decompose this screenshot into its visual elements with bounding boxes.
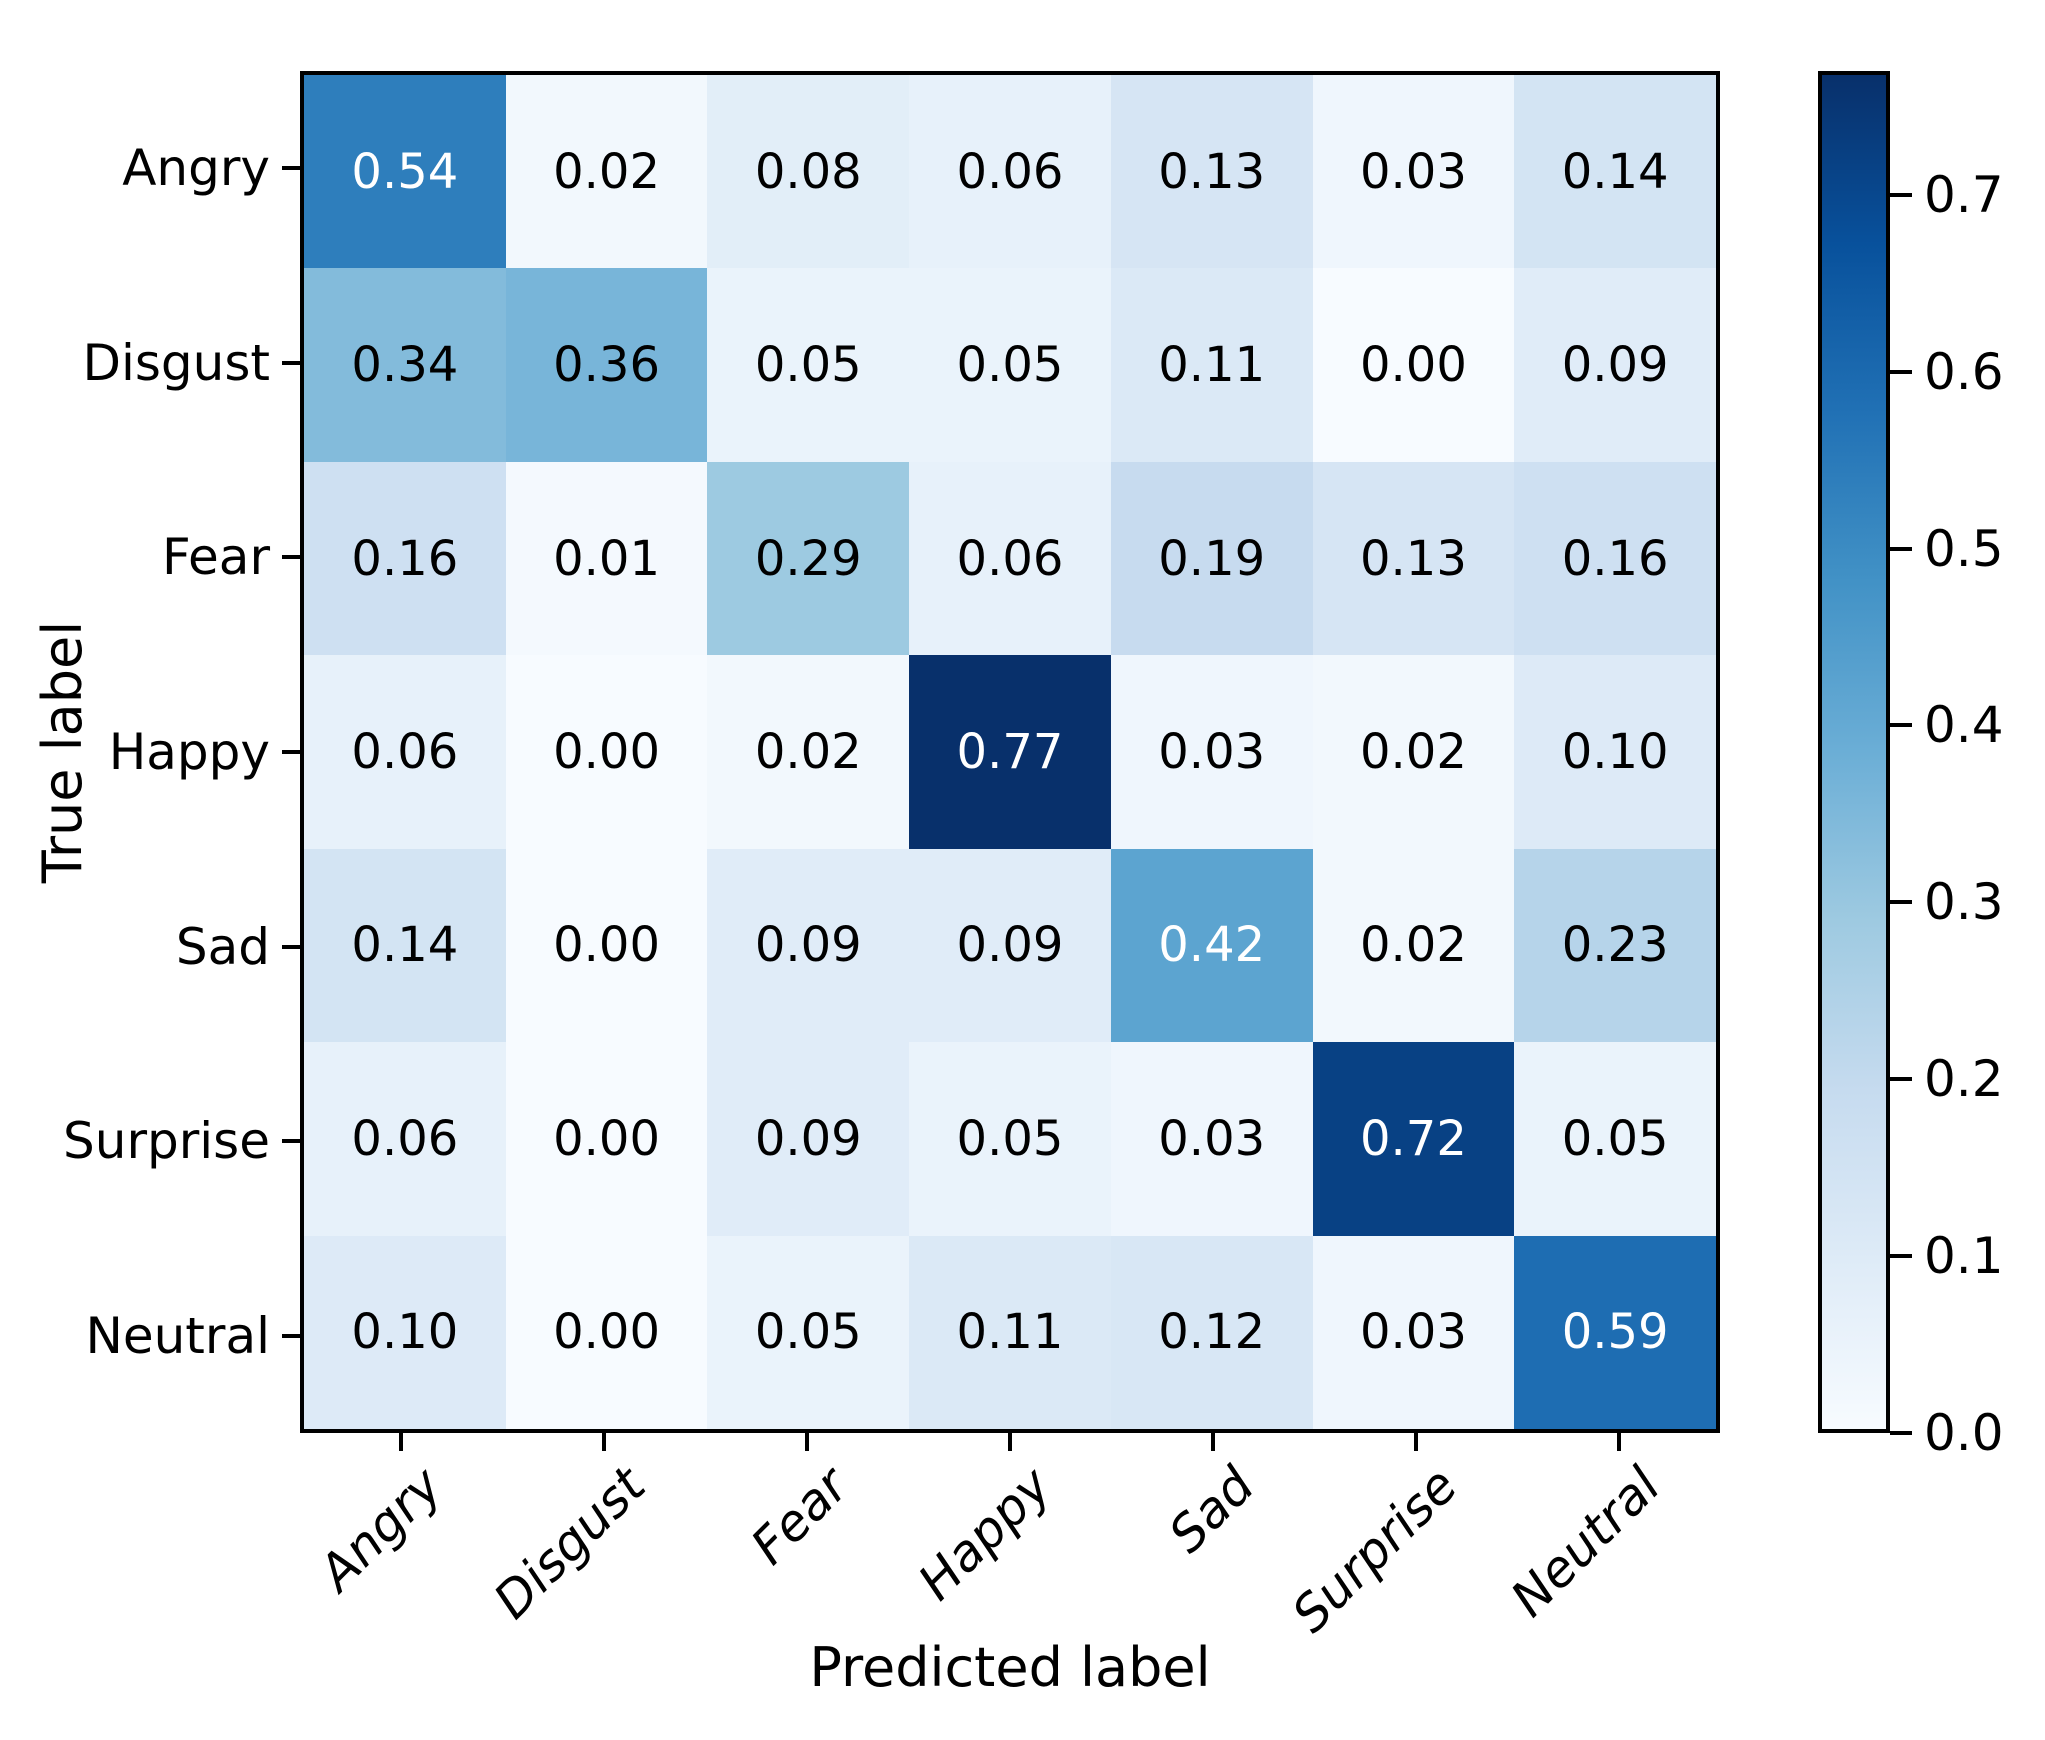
heatmap-cell-Happy-Disgust: 0.00 bbox=[505, 655, 708, 849]
heatmap-cell-Happy-Surprise: 0.02 bbox=[1312, 655, 1515, 849]
colorbar-tickmark bbox=[1890, 900, 1912, 905]
heatmap-cell-Neutral-Neutral: 0.59 bbox=[1514, 1235, 1716, 1429]
heatmap-cell-Angry-Sad: 0.13 bbox=[1110, 75, 1313, 269]
colorbar-tickmark bbox=[1890, 369, 1912, 374]
heatmap-cell-Fear-Neutral: 0.16 bbox=[1514, 461, 1716, 656]
y-tickmark bbox=[282, 360, 300, 365]
heatmap-cell-Disgust-Neutral: 0.09 bbox=[1514, 268, 1716, 462]
colorbar-tickmark bbox=[1890, 192, 1912, 197]
x-tick-label: Disgust bbox=[482, 1456, 657, 1630]
heatmap-cell-Fear-Angry: 0.16 bbox=[304, 461, 506, 656]
heatmap-cell-Surprise-Happy: 0.05 bbox=[909, 1042, 1111, 1236]
colorbar-tickmark bbox=[1890, 723, 1912, 728]
heatmap-cell-Sad-Sad: 0.42 bbox=[1110, 848, 1313, 1043]
y-tick-label: Sad bbox=[175, 917, 270, 976]
heatmap-cell-Neutral-Surprise: 0.03 bbox=[1312, 1235, 1515, 1429]
colorbar-tickmark bbox=[1890, 1254, 1912, 1259]
x-tickmark bbox=[805, 1433, 810, 1451]
x-axis-title: Predicted label bbox=[809, 1636, 1211, 1699]
x-tick-label: Sad bbox=[1157, 1456, 1266, 1564]
heatmap-cell-Happy-Happy: 0.77 bbox=[909, 655, 1111, 849]
heatmap-cell-Neutral-Happy: 0.11 bbox=[909, 1235, 1111, 1429]
heatmap-cell-Surprise-Angry: 0.06 bbox=[304, 1042, 506, 1236]
heatmap-cell-Neutral-Fear: 0.05 bbox=[707, 1235, 910, 1429]
colorbar-tickmark bbox=[1890, 1431, 1912, 1435]
heatmap-cell-Surprise-Neutral: 0.05 bbox=[1514, 1042, 1716, 1236]
heatmap-cell-Sad-Disgust: 0.00 bbox=[505, 848, 708, 1043]
heatmap-cell-Sad-Happy: 0.09 bbox=[909, 848, 1111, 1043]
colorbar-tick-label: 0.0 bbox=[1924, 1404, 2004, 1462]
heatmap-cell-Fear-Disgust: 0.01 bbox=[505, 461, 708, 656]
y-axis-title: True label bbox=[30, 620, 94, 884]
heatmap-cell-Happy-Sad: 0.03 bbox=[1110, 655, 1313, 849]
x-tick-label: Neutral bbox=[1499, 1456, 1671, 1628]
heatmap-cell-Happy-Neutral: 0.10 bbox=[1514, 655, 1716, 849]
heatmap-cell-Disgust-Angry: 0.34 bbox=[304, 268, 506, 462]
x-tickmark bbox=[1008, 1433, 1012, 1451]
x-tick-label: Surprise bbox=[1280, 1456, 1469, 1644]
heatmap-cell-Disgust-Happy: 0.05 bbox=[909, 268, 1111, 462]
colorbar-tick-label: 0.7 bbox=[1924, 165, 2004, 224]
colorbar-tick-label: 0.3 bbox=[1924, 873, 2004, 932]
heatmap-cell-Angry-Happy: 0.06 bbox=[909, 75, 1111, 269]
y-tick-label: Angry bbox=[122, 139, 270, 198]
y-tickmark bbox=[282, 750, 300, 754]
x-tickmark bbox=[1210, 1433, 1215, 1451]
heatmap-cell-Sad-Fear: 0.09 bbox=[707, 848, 910, 1043]
heatmap-cell-Disgust-Sad: 0.11 bbox=[1110, 268, 1313, 462]
y-tick-label: Neutral bbox=[85, 1306, 270, 1365]
y-tickmark bbox=[282, 1333, 300, 1338]
heatmap-cell-Neutral-Angry: 0.10 bbox=[304, 1235, 506, 1429]
y-tickmark bbox=[282, 555, 300, 560]
x-tickmark bbox=[1413, 1433, 1418, 1451]
heatmap-plot-area: 0.54 0.02 0.08 0.06 0.13 0.03 0.14 0.34 0.36 0.05… bbox=[300, 71, 1720, 1433]
heatmap-cell-Sad-Surprise: 0.02 bbox=[1312, 848, 1515, 1043]
heatmap-cell-Fear-Sad: 0.19 bbox=[1110, 461, 1313, 656]
y-tick-label: Fear bbox=[162, 528, 270, 587]
colorbar-tick-label: 0.4 bbox=[1924, 696, 2004, 755]
x-tick-label: Happy bbox=[907, 1456, 1063, 1612]
colorbar-tick-label: 0.6 bbox=[1924, 342, 2004, 401]
y-tickmark bbox=[282, 944, 300, 949]
heatmap-cell-Disgust-Disgust: 0.36 bbox=[505, 268, 708, 462]
heatmap-cell-Angry-Surprise: 0.03 bbox=[1312, 75, 1515, 269]
heatmap-cell-Sad-Angry: 0.14 bbox=[304, 848, 506, 1043]
heatmap-cell-Fear-Surprise: 0.13 bbox=[1312, 461, 1515, 656]
heatmap-cell-Happy-Fear: 0.02 bbox=[707, 655, 910, 849]
heatmap-cell-Disgust-Surprise: 0.00 bbox=[1312, 268, 1515, 462]
heatmap-cell-Surprise-Fear: 0.09 bbox=[707, 1042, 910, 1236]
heatmap-cell-Angry-Neutral: 0.14 bbox=[1514, 75, 1716, 269]
colorbar-tick-label: 0.2 bbox=[1924, 1050, 2004, 1109]
colorbar-tick-label: 0.1 bbox=[1924, 1227, 2004, 1286]
heatmap-cell-Sad-Neutral: 0.23 bbox=[1514, 848, 1716, 1043]
colorbar-tickmark bbox=[1890, 1077, 1912, 1082]
heatmap-cell-Fear-Happy: 0.06 bbox=[909, 461, 1111, 656]
x-tickmark bbox=[1616, 1433, 1621, 1451]
heatmap-cell-Neutral-Disgust: 0.00 bbox=[505, 1235, 708, 1429]
y-tick-label: Disgust bbox=[82, 333, 270, 392]
colorbar-tickmark bbox=[1890, 546, 1912, 551]
heatmap-cell-Surprise-Disgust: 0.00 bbox=[505, 1042, 708, 1236]
y-tick-label: Surprise bbox=[63, 1112, 270, 1171]
heatmap-cell-Surprise-Surprise: 0.72 bbox=[1312, 1042, 1515, 1236]
heatmap-cell-Neutral-Sad: 0.12 bbox=[1110, 1235, 1313, 1429]
heatmap-cell-Disgust-Fear: 0.05 bbox=[707, 268, 910, 462]
y-tickmark bbox=[282, 1139, 300, 1144]
x-tickmark bbox=[399, 1433, 404, 1451]
colorbar-gradient bbox=[1818, 71, 1890, 1433]
heatmap-cell-Happy-Angry: 0.06 bbox=[304, 655, 506, 849]
heatmap-cell-Surprise-Sad: 0.03 bbox=[1110, 1042, 1313, 1236]
x-tickmark bbox=[602, 1433, 607, 1451]
heatmap-cell-Angry-Fear: 0.08 bbox=[707, 75, 910, 269]
x-tick-label: Fear bbox=[740, 1456, 860, 1576]
heatmap-cell-Angry-Disgust: 0.02 bbox=[505, 75, 708, 269]
heatmap-cell-Angry-Angry: 0.54 bbox=[304, 75, 506, 269]
y-tickmark bbox=[282, 166, 300, 171]
heatmap-grid: 0.54 0.02 0.08 0.06 0.13 0.03 0.14 0.34 0.36 0.05… bbox=[304, 75, 1716, 1429]
colorbar-tick-label: 0.5 bbox=[1924, 519, 2004, 578]
y-tick-label: Happy bbox=[108, 723, 270, 781]
heatmap-cell-Fear-Fear: 0.29 bbox=[707, 461, 910, 656]
x-tick-label: Angry bbox=[308, 1456, 454, 1602]
